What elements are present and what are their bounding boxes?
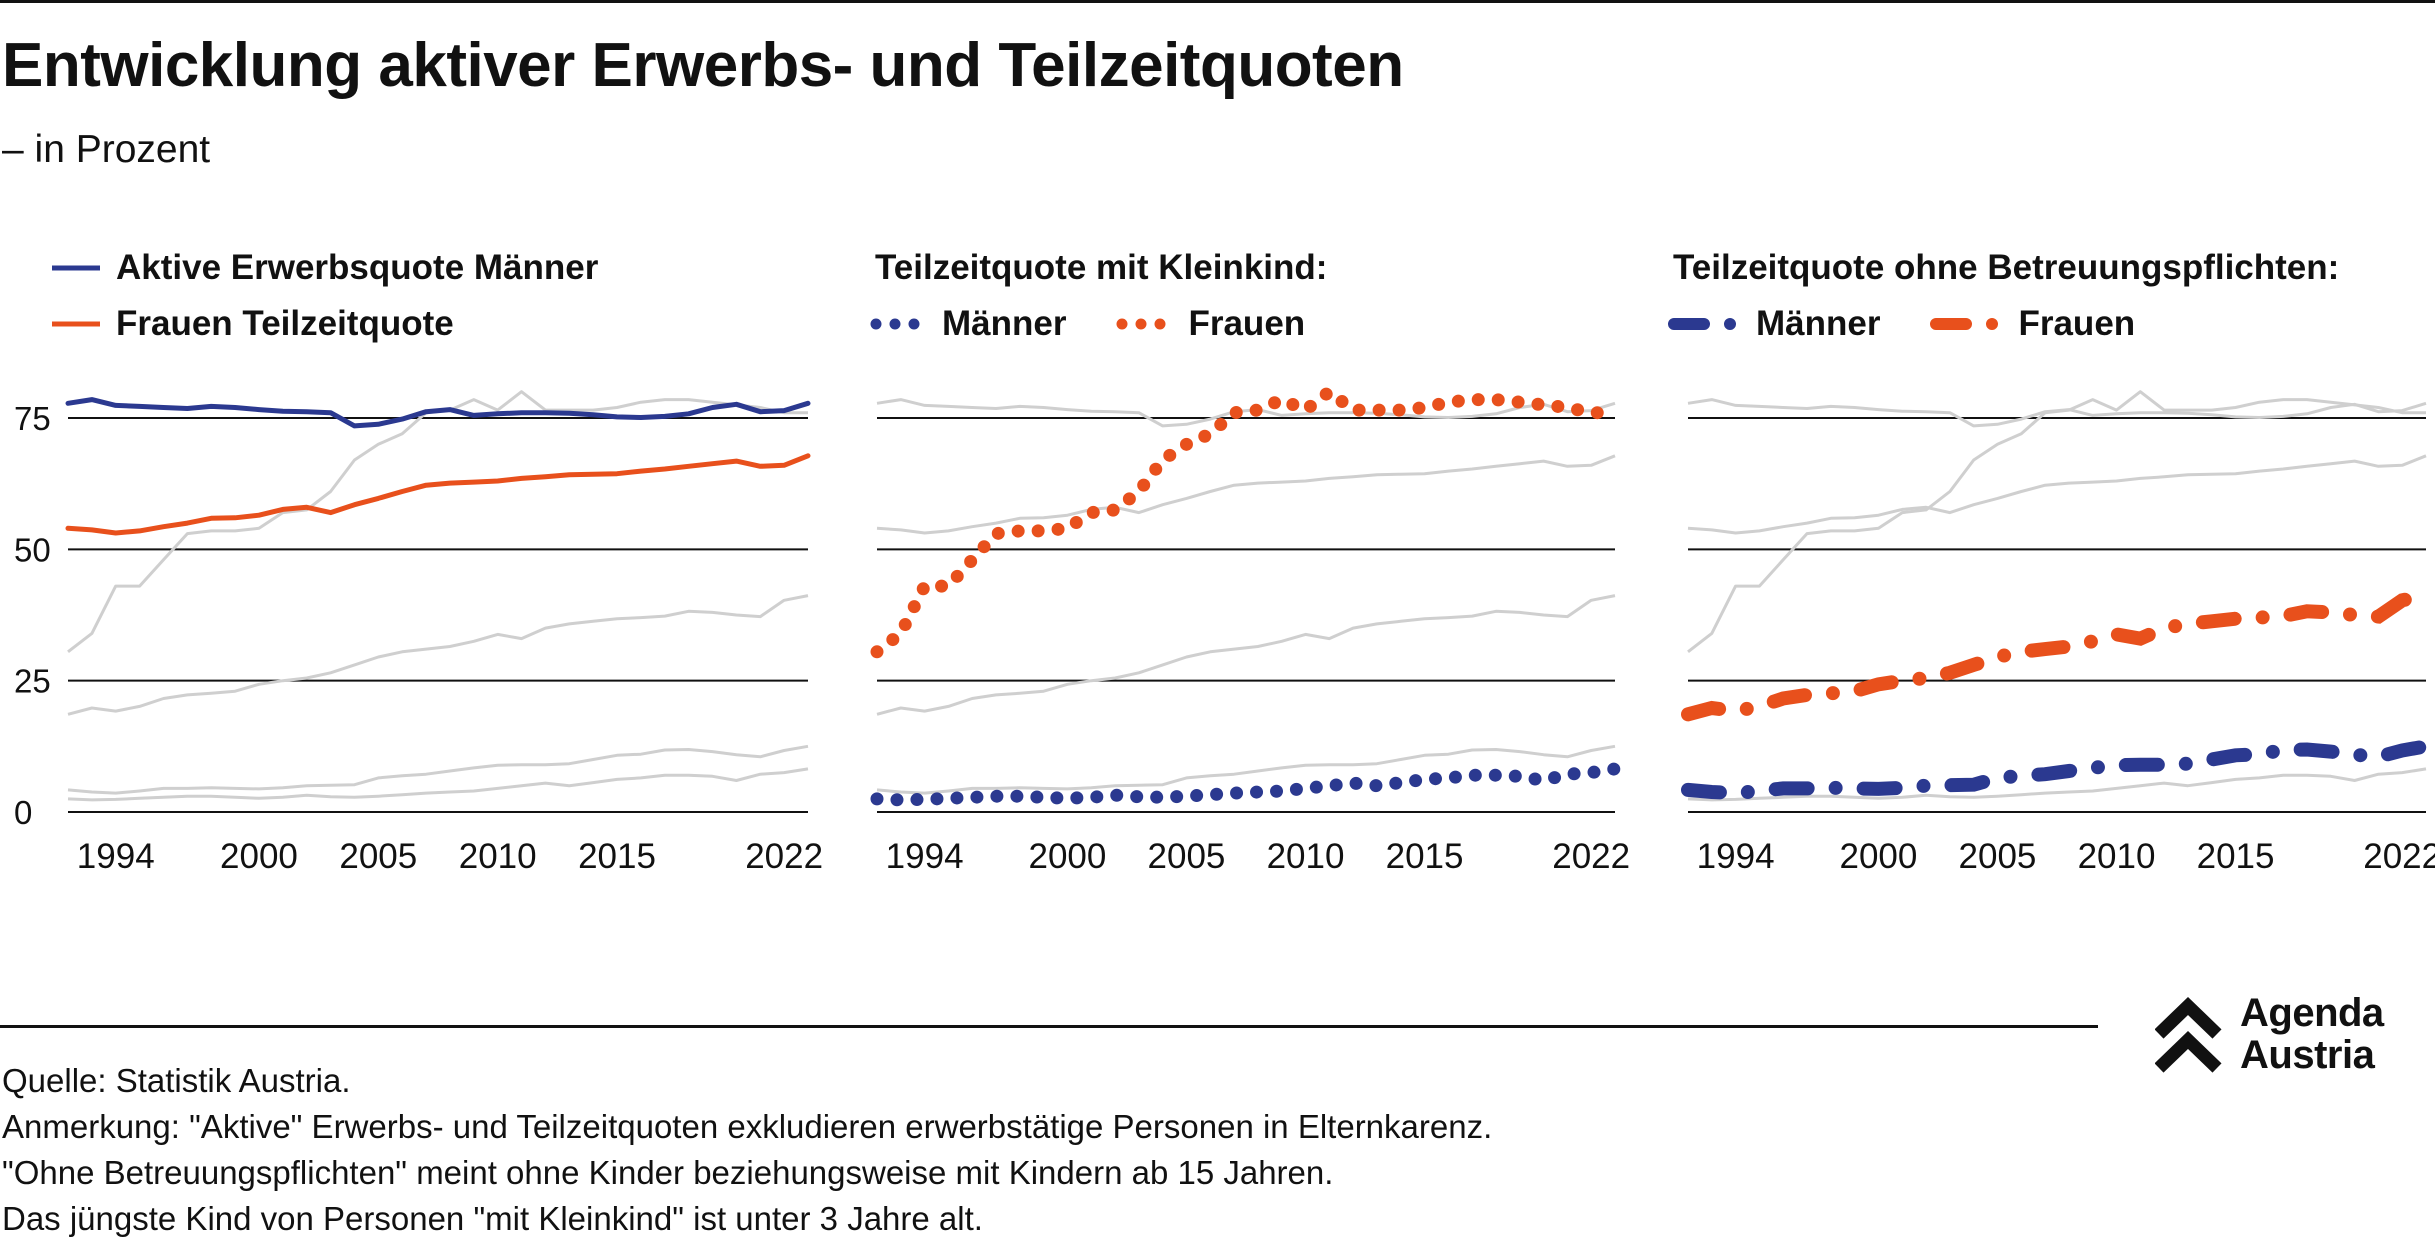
legend-item-women: Frauen xyxy=(1116,304,1305,344)
legend-label: Frauen xyxy=(1188,304,1306,343)
legend-swatch-orange-dots xyxy=(1116,318,1173,330)
logo-wordmark: Agenda Austria xyxy=(2240,992,2384,1076)
legend-men-activity: Aktive Erwerbsquote Männer xyxy=(52,248,598,288)
y-tick-label: 0 xyxy=(14,794,32,831)
chart-title: Entwicklung aktiver Erwerbs- und Teilzei… xyxy=(2,31,1404,100)
bottom-rule xyxy=(0,1025,2098,1028)
legend-item-men: Männer xyxy=(1668,304,1880,344)
legend-swatch-orange-line xyxy=(52,321,100,327)
annotation-note: Das jüngste Kind von Personen "mit Klein… xyxy=(2,1200,983,1237)
x-tick-label: 2022 xyxy=(1552,837,1630,876)
legend-label: Männer xyxy=(1756,304,1881,343)
x-tick-label: 2010 xyxy=(459,837,537,876)
legend-label: Männer xyxy=(942,304,1067,343)
legend-swatch-orange-dashes xyxy=(1930,318,2003,330)
legend-item-women: Frauen xyxy=(1930,304,2135,344)
x-tick-label: 2000 xyxy=(1029,837,1107,876)
series-line-teilzeitquote-ohne-betreuungspflichten-m-nner xyxy=(1681,739,2433,801)
x-tick-label: 1994 xyxy=(886,837,964,876)
legend-kleinkind: Männer Frauen xyxy=(870,304,1355,344)
legend-heading-ohne-betreuung: Teilzeitquote ohne Betreuungspflichten: xyxy=(1673,248,2340,287)
context-series-line xyxy=(67,744,809,795)
x-tick-label: 2005 xyxy=(339,837,417,876)
x-tick-label: 2015 xyxy=(1386,837,1464,876)
x-tick-label: 2005 xyxy=(1959,837,2037,876)
annotation-note: "Ohne Betreuungspflichten" meint ohne Ki… xyxy=(2,1154,1334,1191)
top-rule xyxy=(0,0,2435,3)
logo-line-1: Agenda xyxy=(2240,991,2384,1035)
x-tick-label: 2010 xyxy=(1267,837,1345,876)
x-tick-label: 2000 xyxy=(220,837,298,876)
x-tick-label: 2010 xyxy=(2078,837,2156,876)
legend-swatch-blue-dots xyxy=(870,318,926,330)
context-series-line xyxy=(876,744,1616,795)
x-tick-label: 2015 xyxy=(2197,837,2275,876)
x-tick-label: 2022 xyxy=(2363,837,2435,876)
legend-women-parttime: Frauen Teilzeitquote xyxy=(52,304,454,344)
legend-label: Frauen Teilzeitquote xyxy=(116,304,454,343)
legend-swatch-blue-line xyxy=(52,265,100,271)
footnotes: Quelle: Statistik Austria. Anmerkung: "A… xyxy=(2,1058,1492,1242)
series-line-teilzeitquote-mit-kleinkind-frauen xyxy=(870,383,1622,659)
annotation-note: Anmerkung: "Aktive" Erwerbs- und Teilzei… xyxy=(2,1108,1493,1145)
context-series-line xyxy=(1687,454,2427,535)
legend-label: Frauen xyxy=(2018,304,2136,343)
x-tick-label: 2015 xyxy=(578,837,656,876)
x-tick-label: 1994 xyxy=(77,837,155,876)
series-line-aktive-erwerbsquote-m-nner xyxy=(65,397,811,429)
context-series-line xyxy=(876,594,1616,716)
context-series-line xyxy=(876,398,1616,428)
legend-heading-kleinkind: Teilzeitquote mit Kleinkind: xyxy=(875,248,1328,287)
legend-ohne-betreuung: Männer Frauen xyxy=(1668,304,2185,344)
y-tick-label: 50 xyxy=(14,531,51,568)
logo-line-2: Austria xyxy=(2240,1033,2375,1077)
source-note: Quelle: Statistik Austria. xyxy=(2,1062,351,1099)
context-series-line xyxy=(67,594,809,716)
x-tick-label: 2022 xyxy=(745,837,823,876)
legend-swatch-blue-dashes xyxy=(1668,318,1740,330)
y-tick-label: 75 xyxy=(14,400,51,437)
agenda-austria-logo-icon xyxy=(2155,996,2222,1073)
series-line-frauen-teilzeitquote xyxy=(65,453,811,536)
y-tick-label: 25 xyxy=(14,663,51,700)
x-tick-label: 1994 xyxy=(1697,837,1775,876)
series-line-teilzeitquote-ohne-betreuungspflichten-frauen xyxy=(1681,588,2433,722)
series-line-teilzeitquote-mit-kleinkind-m-nner xyxy=(870,762,1622,807)
legend-label: Aktive Erwerbsquote Männer xyxy=(116,248,599,287)
context-series-line xyxy=(876,454,1616,535)
chart-subtitle: – in Prozent xyxy=(2,128,211,171)
context-series-line xyxy=(1687,767,2427,802)
context-series-line xyxy=(67,767,809,802)
context-series-line xyxy=(1687,390,2426,653)
legend-item-men: Männer xyxy=(870,304,1066,344)
x-tick-label: 2000 xyxy=(1840,837,1918,876)
x-tick-label: 2005 xyxy=(1148,837,1226,876)
